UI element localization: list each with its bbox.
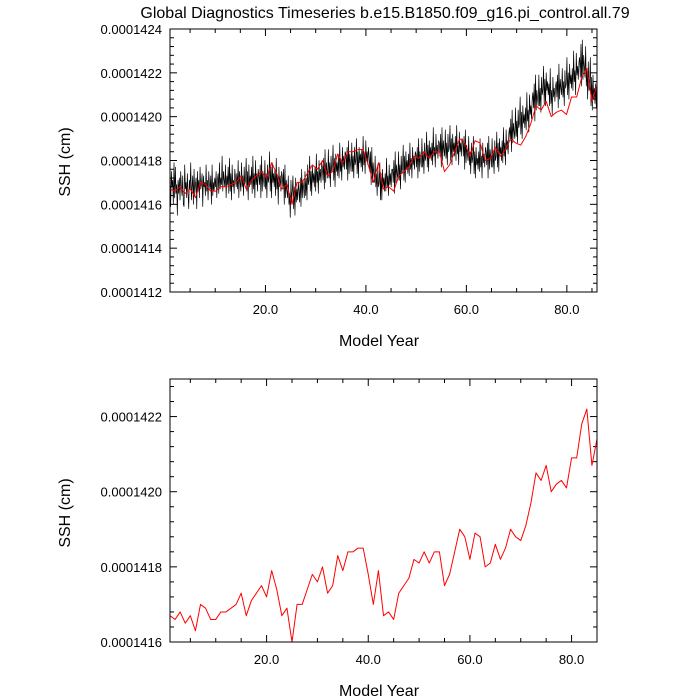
top-panel-frame (169, 28, 598, 293)
bottom-panel-gridless-ticks (170, 379, 597, 643)
bottom-panel-series (169, 408, 598, 643)
top-panel-x-tick-label: 40.0 (353, 302, 378, 317)
top-panel: 20.0 40.0 60.0 80.0 0.0001412 0.0001414 0.0001… (57, 22, 598, 350)
top-panel-x-tick-label: 80.0 (554, 302, 579, 317)
bottom-panel-x-tick-label: 60.0 (457, 652, 482, 667)
bottom-panel-x-tick-label: 40.0 (356, 652, 381, 667)
top-panel-series-line-1 (169, 67, 598, 205)
figure-title: Global Diagnostics Timeseries b.e15.B185… (140, 5, 629, 22)
top-panel-y-tick-label: 0.0001422 (101, 66, 162, 81)
bottom-panel-series-line-0 (169, 408, 598, 643)
top-panel-y-tick-label: 0.0001420 (101, 110, 162, 125)
bottom-panel-x-tick-label: 20.0 (254, 652, 279, 667)
bottom-panel: 20.0 40.0 60.0 80.0 0.0001416 0.0001418 0.0001… (57, 378, 598, 700)
top-panel-y-tick-label: 0.0001416 (101, 197, 162, 212)
bottom-panel-y-tick-label: 0.0001422 (101, 410, 162, 425)
bottom-panel-y-tick-label: 0.0001416 (101, 635, 162, 650)
bottom-panel-y-tick-label: 0.0001420 (101, 485, 162, 500)
top-panel-x-tick-label: 60.0 (454, 302, 479, 317)
top-panel-ylabel: SSH (cm) (57, 127, 74, 196)
bottom-panel-x-tick-label: 80.0 (559, 652, 584, 667)
bottom-panel-tick-labels: 20.0 40.0 60.0 80.0 0.0001416 0.0001418 0.0001… (101, 410, 585, 667)
bottom-panel-xlabel: Model Year (339, 683, 420, 700)
bottom-panel-frame (169, 378, 598, 643)
top-panel-x-tick-label: 20.0 (253, 302, 278, 317)
top-panel-tick-labels: 20.0 40.0 60.0 80.0 0.0001412 0.0001414 0.0001… (101, 22, 580, 317)
bottom-panel-ylabel: SSH (cm) (57, 478, 74, 547)
top-panel-xlabel: Model Year (339, 333, 420, 350)
top-panel-y-tick-label: 0.0001414 (101, 241, 162, 256)
top-panel-y-tick-label: 0.0001424 (101, 22, 162, 37)
top-panel-series (169, 39, 598, 218)
bottom-panel-y-tick-label: 0.0001418 (101, 560, 162, 575)
top-panel-y-tick-label: 0.0001412 (101, 285, 162, 300)
top-panel-y-tick-label: 0.0001418 (101, 154, 162, 169)
